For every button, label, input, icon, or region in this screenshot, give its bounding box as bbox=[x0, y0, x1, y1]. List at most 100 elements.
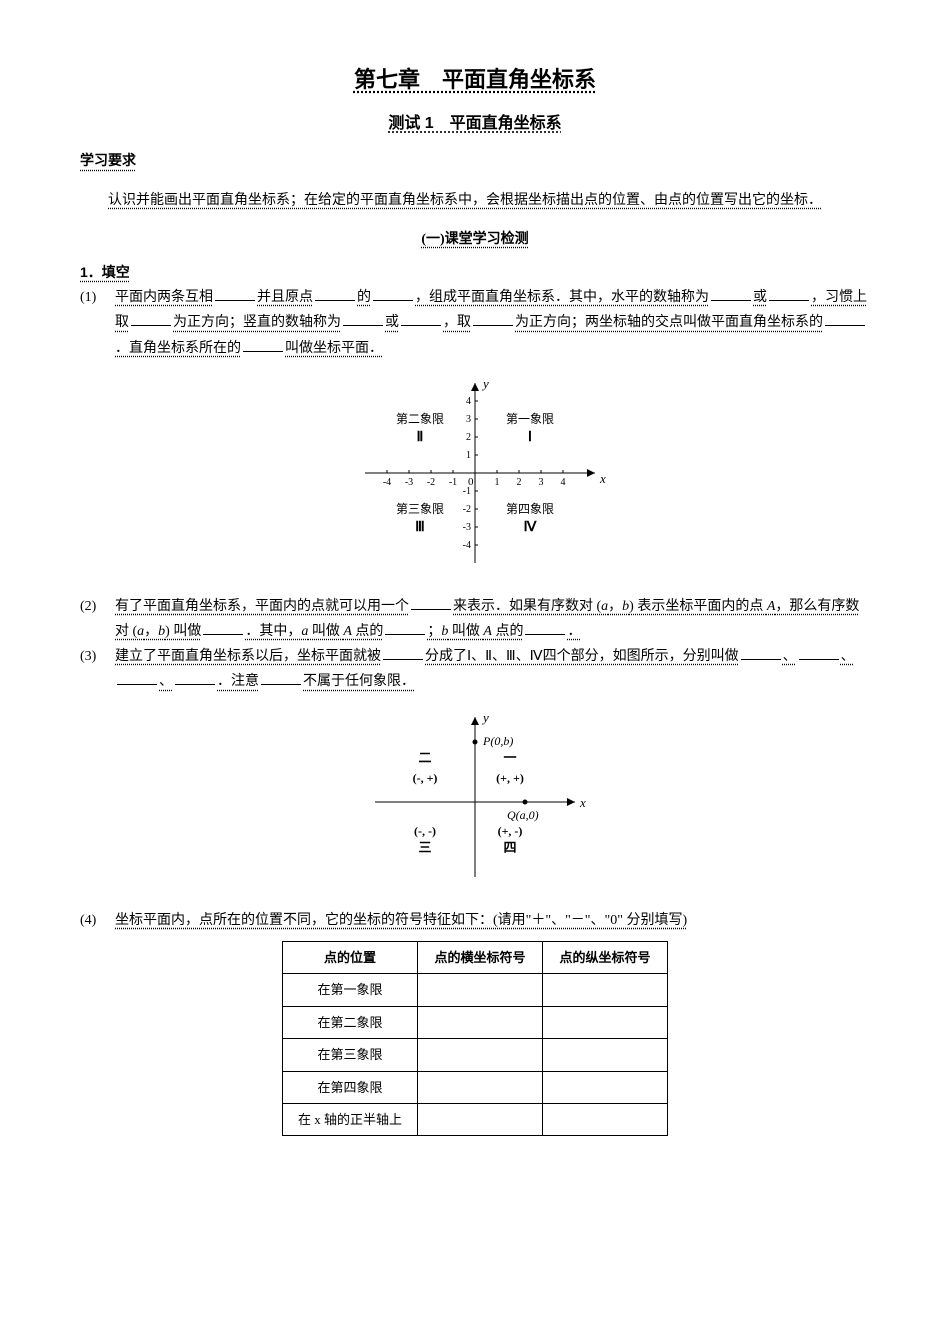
table-row-label: 在第三象限 bbox=[283, 1039, 418, 1071]
table-cell-x-sign[interactable] bbox=[418, 1006, 543, 1038]
requirements-text: 认识并能画出平面直角坐标系；在给定的平面直角坐标系中，会根据坐标描出点的位置、由… bbox=[80, 188, 870, 213]
fill-blank[interactable] bbox=[117, 670, 157, 685]
text: 、 bbox=[783, 649, 797, 664]
fill-blank[interactable] bbox=[131, 311, 171, 326]
table-header-row: 点的位置 点的横坐标符号 点的纵坐标符号 bbox=[283, 942, 668, 974]
table-cell-y-sign[interactable] bbox=[543, 1006, 668, 1038]
q2-sign: (-, +) bbox=[413, 771, 438, 785]
text: 有了平面直角坐标系，平面内的点就可以用一个 bbox=[115, 599, 409, 614]
table-cell-x-sign[interactable] bbox=[418, 1103, 543, 1135]
q1-item-4-text: 坐标平面内，点所在的位置不同，它的坐标的符号特征如下：(请用"＋"、"－"、"0… bbox=[115, 913, 687, 928]
text: 分成了Ⅰ、Ⅱ、Ⅲ、Ⅳ四个部分，如图所示，分别叫做 bbox=[425, 649, 739, 664]
q1-sign: (+, +) bbox=[496, 771, 524, 785]
q1-item-4-marker: (4) bbox=[80, 908, 115, 933]
q1-item-1: (1)平面内两条互相并且原点的，组成平面直角坐标系．其中，水平的数轴称为或，习惯… bbox=[115, 285, 870, 361]
fill-blank[interactable] bbox=[175, 670, 215, 685]
fill-blank[interactable] bbox=[203, 620, 243, 635]
table-cell-y-sign[interactable] bbox=[543, 1071, 668, 1103]
text: 平面内两条互相 bbox=[115, 290, 213, 305]
text: ．其中， bbox=[245, 624, 301, 639]
text: 建立了平面直角坐标系以后，坐标平面就被 bbox=[115, 649, 381, 664]
text: 叫做坐标平面． bbox=[285, 341, 383, 356]
svg-text:3: 3 bbox=[466, 414, 471, 425]
point-q-label: Q(a,0) bbox=[507, 808, 539, 822]
text: ) 叫做 bbox=[165, 624, 201, 639]
fill-blank[interactable] bbox=[741, 645, 781, 660]
text: 、 bbox=[841, 649, 855, 664]
table-cell-x-sign[interactable] bbox=[418, 1071, 543, 1103]
fill-blank[interactable] bbox=[383, 645, 423, 660]
table-row: 在第三象限 bbox=[283, 1039, 668, 1071]
table-row-label: 在第四象限 bbox=[283, 1071, 418, 1103]
text: 点的 bbox=[492, 624, 524, 639]
quadrant-sign-figure: x y P(0,b) Q(a,0) 一 (+, +) 二 (-, +) 三 (-… bbox=[80, 707, 870, 896]
table-row-label: 在第二象限 bbox=[283, 1006, 418, 1038]
table-row: 在第一象限 bbox=[283, 974, 668, 1006]
q1-item-2-marker: (2) bbox=[80, 594, 115, 619]
q1-item-4: (4)坐标平面内，点所在的位置不同，它的坐标的符号特征如下：(请用"＋"、"－"… bbox=[115, 908, 870, 933]
fill-blank[interactable] bbox=[525, 620, 565, 635]
text: 的 bbox=[357, 290, 371, 305]
table-row-label: 在 x 轴的正半轴上 bbox=[283, 1103, 418, 1135]
coordinate-system-figure: x y -4-3-2-11234 -4-3-2-11234 0 第一象限 Ⅰ 第… bbox=[80, 373, 870, 582]
origin-label: 0 bbox=[468, 476, 474, 488]
svg-text:4: 4 bbox=[466, 396, 471, 407]
table-row-label: 在第一象限 bbox=[283, 974, 418, 1006]
table-cell-y-sign[interactable] bbox=[543, 974, 668, 1006]
table-header: 点的位置 bbox=[283, 942, 418, 974]
q2-roman: Ⅱ bbox=[417, 430, 424, 445]
fill-blank[interactable] bbox=[343, 311, 383, 326]
table-cell-x-sign[interactable] bbox=[418, 974, 543, 1006]
test-section-label: (一)课堂学习检测 bbox=[80, 227, 870, 252]
fill-blank[interactable] bbox=[215, 286, 255, 301]
fill-blank[interactable] bbox=[473, 311, 513, 326]
q1-roman: Ⅰ bbox=[528, 430, 532, 445]
fill-blank[interactable] bbox=[769, 286, 809, 301]
text: ，组成平面直角坐标系．其中，水平的数轴称为 bbox=[415, 290, 709, 305]
text: 为正方向；竖直的数轴称为 bbox=[173, 315, 341, 330]
fill-blank[interactable] bbox=[401, 311, 441, 326]
fill-blank[interactable] bbox=[825, 311, 865, 326]
fill-blank[interactable] bbox=[385, 620, 425, 635]
q1-label: 1．填空 bbox=[80, 260, 870, 285]
quad-svg: x y P(0,b) Q(a,0) 一 (+, +) 二 (-, +) 三 (-… bbox=[355, 707, 595, 887]
page-subtitle: 测试 1 平面直角坐标系 bbox=[80, 110, 870, 139]
text: 或 bbox=[385, 315, 399, 330]
var-A: A bbox=[483, 624, 492, 639]
table-cell-x-sign[interactable] bbox=[418, 1039, 543, 1071]
table-header: 点的纵坐标符号 bbox=[543, 942, 668, 974]
q1-item-2: (2)有了平面直角坐标系，平面内的点就可以用一个来表示．如果有序数对 (a，b)… bbox=[115, 594, 870, 644]
q4-roman: Ⅳ bbox=[524, 520, 538, 535]
table-cell-y-sign[interactable] bbox=[543, 1103, 668, 1135]
q4-cn: 四 bbox=[503, 840, 516, 855]
table-cell-y-sign[interactable] bbox=[543, 1039, 668, 1071]
text: ， bbox=[144, 624, 158, 639]
svg-text:4: 4 bbox=[561, 477, 566, 488]
fill-blank[interactable] bbox=[315, 286, 355, 301]
fill-blank[interactable] bbox=[261, 670, 301, 685]
svg-text:-1: -1 bbox=[449, 477, 457, 488]
table-row: 在 x 轴的正半轴上 bbox=[283, 1103, 668, 1135]
text: ) 表示坐标平面内的点 bbox=[629, 599, 767, 614]
q4-sign: (+, -) bbox=[498, 824, 523, 838]
text: 来表示．如果有序数对 ( bbox=[453, 599, 601, 614]
y-axis-label: y bbox=[481, 710, 489, 725]
text: ，取 bbox=[443, 315, 471, 330]
table-row: 在第二象限 bbox=[283, 1006, 668, 1038]
y-axis-label: y bbox=[481, 376, 489, 391]
x-axis-label: x bbox=[599, 471, 606, 486]
fill-blank[interactable] bbox=[411, 595, 451, 610]
fill-blank[interactable] bbox=[243, 337, 283, 352]
fill-blank[interactable] bbox=[711, 286, 751, 301]
svg-text:2: 2 bbox=[466, 432, 471, 443]
var-A: A bbox=[343, 624, 352, 639]
svg-text:-3: -3 bbox=[405, 477, 413, 488]
fill-blank[interactable] bbox=[373, 286, 413, 301]
fill-blank[interactable] bbox=[799, 645, 839, 660]
q3-sign: (-, -) bbox=[414, 824, 436, 838]
svg-text:-2: -2 bbox=[427, 477, 435, 488]
text: 并且原点 bbox=[257, 290, 313, 305]
text: ．注意 bbox=[217, 674, 259, 689]
svg-text:-2: -2 bbox=[463, 504, 471, 515]
svg-text:-4: -4 bbox=[463, 540, 471, 551]
